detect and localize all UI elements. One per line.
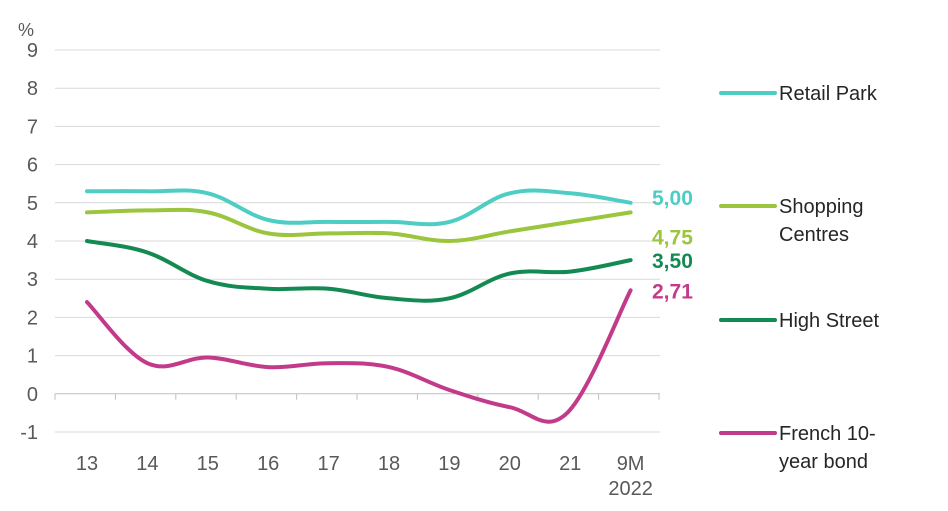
x-tick-label: 15 [197,453,219,475]
gridlines [55,49,660,433]
legend-label-french-10-year-bond: French 10-year bond [779,423,876,473]
end-label-french-10-year-bond: 2,71 [652,280,693,303]
x-tick-label: 16 [257,453,279,475]
y-tick-label: 8 [27,78,38,100]
x-tick-label: 14 [136,453,158,475]
x-tick-label: 9M 2022 [608,453,653,500]
x-tick-label: 21 [559,453,581,475]
y-tick-label: 3 [27,269,38,291]
legend-label-retail-park: Retail Park [779,83,878,105]
y-tick-label: 4 [27,231,38,253]
series-line-high-street [85,239,633,303]
y-tick-label: -1 [20,422,38,444]
y-tick-label: 9 [27,40,38,62]
y-tick-label: 2 [27,307,38,329]
y-tick-label: 5 [27,193,38,215]
series-line-shopping-centres [85,207,633,244]
legend-label-high-street: High Street [779,310,879,332]
end-label-shopping-centres: 4,75 [652,226,693,249]
end-value-labels: 5,00 4,753,50 2,71 [652,187,693,303]
x-axis: 13 14 15 16 17 18 19 20 21 9M 2022 [54,393,660,500]
end-label-retail-park: 5,00 [652,187,693,210]
series-line-french-10-year-bond [85,288,633,424]
legend-label-shopping-centres: Shopping Centres [779,196,864,246]
y-tick-label: 1 [27,346,38,368]
x-tick-label: 20 [499,453,521,475]
legend: Retail Park Shopping Centres High Street Fre… [719,83,879,473]
x-tick-label: 17 [317,453,339,475]
series-line-retail-park [85,188,633,227]
y-axis-ticks: -1 0 1 2 3 4 5 6 7 8 9 [20,40,38,444]
end-label-high-street: 3,50 [652,250,693,273]
y-tick-label: 0 [27,384,38,406]
x-tick-label: 19 [438,453,460,475]
x-tick-label: 13 [76,453,98,475]
series-lines [85,188,633,424]
y-axis-unit: % [18,20,34,40]
y-tick-label: 6 [27,155,38,177]
x-tick-label: 18 [378,453,400,475]
y-tick-label: 7 [27,116,38,138]
